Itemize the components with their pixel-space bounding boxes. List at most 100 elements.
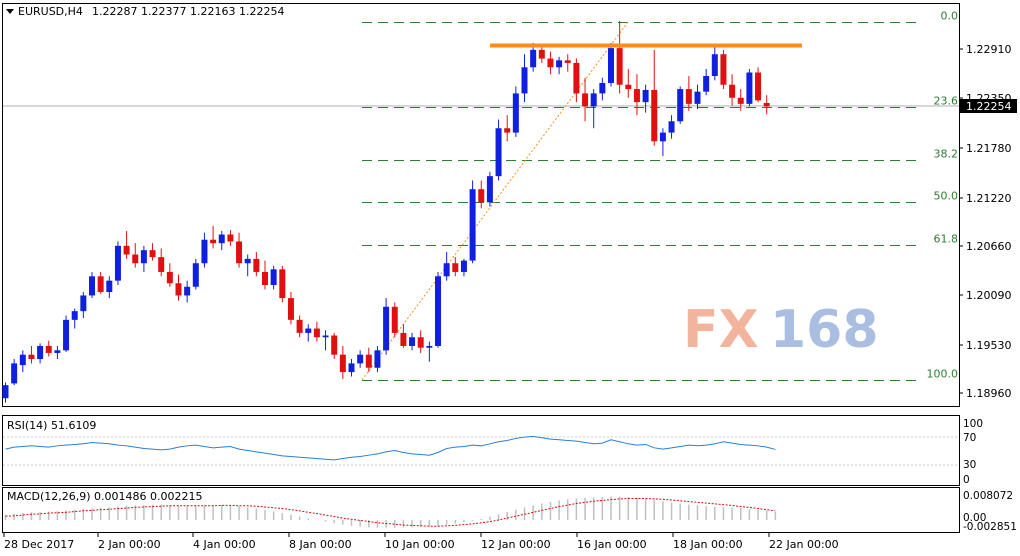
candle-body (210, 239, 217, 244)
candle-body (37, 345, 44, 360)
watermark-168: 168 (770, 300, 879, 360)
candle-body (166, 271, 173, 284)
fib-level-label: 100.0 (927, 368, 959, 381)
ohlc-values: 1.22287 1.22377 1.22163 1.22254 (92, 5, 284, 18)
rsi-tick: 30 (963, 459, 976, 471)
candle-body (2, 385, 9, 399)
fibonacci-levels: 0.0 23.6 38.2 50.0 61.8 100.0 (362, 10, 958, 381)
candle-body (564, 60, 571, 63)
candle-body (469, 189, 476, 261)
candle-body (296, 319, 303, 333)
candle-body (703, 75, 710, 92)
candle-body (512, 93, 519, 133)
candle-body (192, 263, 199, 287)
candle-body (616, 48, 623, 85)
candle-body (123, 245, 130, 255)
time-tick: 10 Jan 00:00 (385, 538, 455, 551)
candle-body (417, 337, 424, 348)
candle-body (504, 128, 511, 133)
candle-body (201, 239, 208, 264)
candle-body (287, 298, 294, 320)
candle-body (582, 93, 589, 107)
candle-body (383, 306, 390, 351)
candle-body (374, 350, 381, 368)
candle-body (313, 328, 320, 338)
candle-body (608, 48, 614, 83)
candle-body (114, 245, 121, 281)
time-tick: 18 Jan 00:00 (673, 538, 743, 551)
candle-body (426, 345, 433, 348)
candle-body (711, 54, 718, 76)
candle-body (253, 258, 260, 272)
candle-body (685, 89, 692, 104)
macd-signal-polyline (5, 498, 776, 527)
rsi-panel-frame (2, 415, 960, 486)
candle-body (668, 121, 675, 133)
candle-body (443, 263, 450, 277)
macd-signal-line (5, 498, 776, 527)
price-tick: 1.18960 (966, 387, 1012, 400)
candle-body (305, 328, 312, 333)
rsi-axis: 100 70 30 0 (963, 418, 983, 486)
candle-body (590, 93, 597, 107)
candle-body (694, 91, 701, 104)
candle-body (262, 271, 268, 286)
candle-body (184, 286, 191, 296)
macd-tick: 0.00 (963, 512, 986, 524)
rsi-line (5, 435, 776, 461)
symbol-dropdown-icon[interactable] (6, 9, 14, 14)
candle-body (339, 354, 346, 373)
price-tick: 1.19530 (966, 339, 1012, 352)
current-price-box (960, 99, 1017, 113)
time-tick: 22 Jan 00:00 (769, 538, 839, 551)
price-tick: 1.21780 (966, 142, 1012, 155)
candle-body (365, 354, 372, 368)
candle-body (106, 280, 113, 292)
rsi-title: RSI(14) 51.6109 (7, 419, 96, 432)
candlestick-series (2, 21, 770, 403)
candle-body (530, 49, 537, 68)
macd-tick: 0.008072 (963, 490, 1013, 502)
rsi-tick: 0 (963, 474, 970, 486)
candle-body (357, 354, 364, 364)
candle-body (729, 84, 736, 98)
macd-title: MACD(12,26,9) 0.001486 0.002215 (7, 490, 203, 503)
candle-body (521, 67, 528, 94)
candle-body (89, 276, 95, 296)
time-tick: 16 Jan 00:00 (577, 538, 647, 551)
macd-panel-frame (2, 487, 960, 533)
candle-body (270, 269, 277, 286)
candle-body (538, 49, 545, 59)
time-tick: 8 Jan 00:00 (289, 538, 352, 551)
macd-tick: -0.002851 (963, 521, 1017, 533)
fib-level-label: 61.8 (934, 233, 959, 246)
fx168-watermark: FX 168 (683, 300, 879, 360)
candle-body (236, 241, 243, 264)
candle-body (573, 62, 580, 94)
fib-level-label: 50.0 (934, 190, 959, 203)
fib-level-label: 23.6 (934, 95, 959, 108)
candle-body (331, 335, 338, 355)
candle-body (755, 72, 762, 101)
candle-body (45, 345, 52, 353)
candle-body (71, 311, 78, 320)
time-axis: 28 Dec 2017 2 Jan 00:00 4 Jan 00:00 8 Ja… (3, 533, 839, 551)
candle-body (409, 337, 416, 346)
rsi-tick: 100 (963, 418, 983, 430)
candle-body (547, 58, 554, 68)
rsi-tick: 70 (963, 432, 976, 444)
candle-body (54, 350, 61, 353)
candle-body (63, 319, 70, 351)
price-tick: 1.20090 (966, 289, 1012, 302)
candle-body (642, 89, 649, 103)
candle-body (348, 363, 355, 373)
candle-body (746, 72, 753, 104)
candle-body (158, 257, 165, 272)
candle-body (80, 295, 87, 312)
candle-body (19, 354, 26, 366)
candle-body (633, 89, 640, 103)
macd-axis: 0.008072 0.00 -0.002851 (963, 490, 1017, 533)
candle-body (486, 176, 493, 203)
rsi-polyline (5, 435, 776, 461)
